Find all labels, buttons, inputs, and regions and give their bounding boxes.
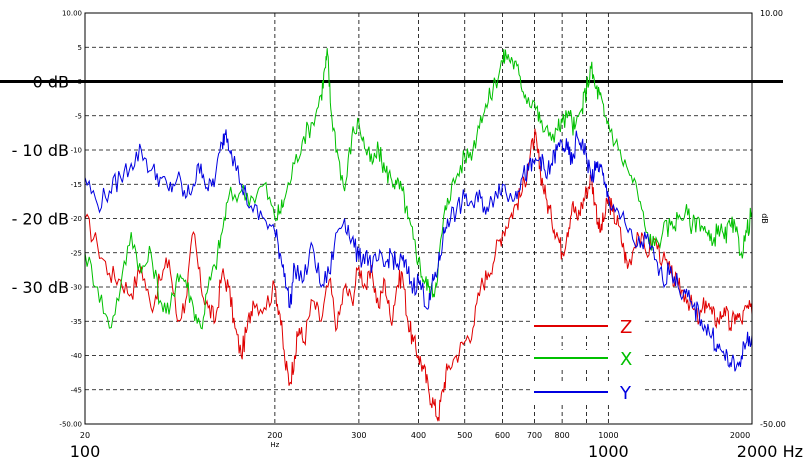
big-x-label: 2000 Hz	[737, 442, 803, 461]
big-y-label: - 20 dB	[12, 210, 69, 229]
y-tick-label: 10.00	[62, 10, 82, 18]
right-y-tick-label: -50.00	[760, 420, 786, 429]
y-tick-label: -30	[71, 284, 82, 292]
axes: 10.00 5 0 -5 -10 -15 -20 -25 -30 -35 -40 -45 -50.00 1…	[12, 9, 803, 461]
x-tick-label: 1000	[598, 431, 618, 440]
x-tick-label: 500	[457, 431, 472, 440]
legend: ZXY	[532, 317, 642, 404]
grid	[85, 13, 752, 424]
x-tick-label: 600	[495, 431, 510, 440]
y-tick-label: -20	[71, 215, 82, 223]
big-x-label: 100	[70, 442, 101, 461]
x-tick-label: 800	[554, 431, 569, 440]
x-tick-label: 20	[80, 431, 90, 440]
y-tick-label: -40	[71, 352, 82, 360]
big-y-label: - 30 dB	[12, 278, 69, 297]
y-tick-label: -10	[71, 147, 82, 155]
right-y-unit: dB	[760, 213, 769, 224]
big-y-label: - 10 dB	[12, 141, 69, 160]
y-tick-label: -50.00	[59, 421, 82, 429]
y-tick-label: -45	[71, 386, 82, 394]
legend-label-x: X	[620, 349, 632, 370]
right-y-tick-label: 10.00	[760, 9, 783, 18]
y-tick-label: -5	[75, 112, 82, 120]
legend-label-z: Z	[620, 317, 632, 338]
series-layer	[84, 48, 753, 422]
series-y-line	[84, 129, 753, 372]
y-tick-label: -15	[71, 181, 82, 189]
big-x-label: 1000	[588, 442, 629, 461]
x-tick-label: 400	[411, 431, 426, 440]
y-tick-label: -25	[71, 249, 82, 257]
x-unit-label: Hz	[270, 441, 279, 449]
plot-frame	[84, 12, 753, 425]
big-y-label: 0 dB	[33, 73, 69, 92]
x-tick-label: 2000	[730, 431, 750, 440]
x-tick-label: 700	[527, 431, 542, 440]
y-tick-label: 0	[78, 78, 82, 86]
y-tick-label: 5	[78, 44, 82, 52]
y-tick-label: -35	[71, 318, 82, 326]
x-tick-label: 300	[351, 431, 366, 440]
legend-label-y: Y	[619, 383, 632, 404]
x-tick-label: 200	[267, 431, 282, 440]
